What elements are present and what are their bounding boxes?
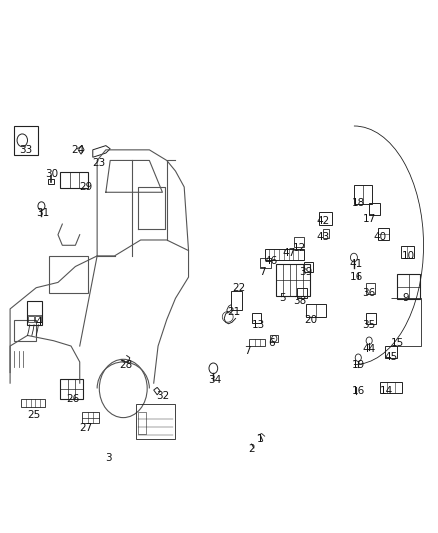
Text: 22: 22 (232, 282, 245, 293)
Bar (319, 212, 332, 225)
Text: 16: 16 (352, 386, 365, 396)
Text: 41: 41 (350, 259, 363, 269)
Text: 24: 24 (71, 145, 84, 155)
Text: 45: 45 (384, 352, 398, 361)
Bar (231, 292, 242, 310)
Text: 38: 38 (293, 296, 306, 306)
Text: 15: 15 (391, 338, 404, 349)
Bar (306, 304, 325, 317)
Text: 29: 29 (80, 182, 93, 192)
Bar (14, 319, 36, 341)
Bar (27, 301, 42, 325)
Text: 34: 34 (208, 375, 221, 385)
Text: 32: 32 (156, 391, 169, 401)
Text: 18: 18 (352, 198, 365, 208)
Bar (397, 274, 420, 300)
Text: 40: 40 (374, 232, 387, 243)
Bar (294, 237, 304, 247)
Text: 21: 21 (228, 306, 241, 317)
Text: 16: 16 (350, 272, 363, 282)
Text: 13: 13 (251, 320, 265, 330)
Bar (366, 284, 375, 294)
Bar (378, 228, 389, 240)
Bar (35, 316, 41, 322)
Text: 1: 1 (257, 434, 264, 444)
Text: 35: 35 (363, 320, 376, 330)
Bar (385, 346, 397, 358)
Text: 7: 7 (244, 346, 251, 357)
Bar (82, 412, 99, 423)
Text: 6: 6 (268, 338, 275, 349)
Bar (48, 179, 54, 184)
Bar (49, 256, 88, 293)
Bar (401, 246, 414, 258)
Text: 17: 17 (363, 214, 376, 224)
Bar (21, 399, 45, 407)
Bar (60, 172, 88, 188)
Text: 44: 44 (363, 344, 376, 354)
Text: 28: 28 (119, 360, 132, 369)
Text: 14: 14 (380, 386, 393, 396)
Bar (380, 382, 402, 393)
Text: 36: 36 (363, 288, 376, 298)
Text: 2: 2 (248, 445, 255, 455)
Text: 33: 33 (19, 145, 32, 155)
Text: 39: 39 (300, 267, 313, 277)
Text: 19: 19 (352, 360, 365, 369)
Bar (14, 126, 38, 155)
Bar (252, 313, 261, 323)
Text: 27: 27 (80, 423, 93, 433)
Bar (276, 264, 311, 296)
Text: 46: 46 (265, 256, 278, 266)
Text: 26: 26 (67, 394, 80, 404)
Bar (260, 258, 271, 268)
Text: 5: 5 (279, 293, 286, 303)
Bar (138, 413, 146, 433)
Text: 7: 7 (259, 267, 266, 277)
Text: 42: 42 (317, 216, 330, 227)
Text: 43: 43 (317, 232, 330, 243)
Bar (250, 338, 265, 346)
Bar (297, 288, 307, 298)
Bar (265, 249, 304, 260)
Bar (136, 405, 176, 439)
Text: 10: 10 (402, 251, 415, 261)
Bar (369, 203, 380, 215)
Text: 25: 25 (28, 410, 41, 420)
Bar (28, 316, 34, 322)
Text: 23: 23 (93, 158, 106, 168)
Bar (304, 262, 313, 272)
Bar (322, 229, 329, 238)
Text: 47: 47 (282, 248, 295, 259)
Text: 12: 12 (293, 243, 306, 253)
Bar (60, 379, 83, 399)
Text: 30: 30 (45, 169, 58, 179)
Bar (270, 335, 278, 342)
Text: 3: 3 (105, 454, 111, 463)
Bar (354, 185, 372, 204)
Text: 9: 9 (403, 293, 410, 303)
Text: 31: 31 (36, 208, 49, 219)
Text: 20: 20 (304, 314, 317, 325)
Text: 4: 4 (35, 317, 42, 327)
Bar (366, 313, 376, 324)
